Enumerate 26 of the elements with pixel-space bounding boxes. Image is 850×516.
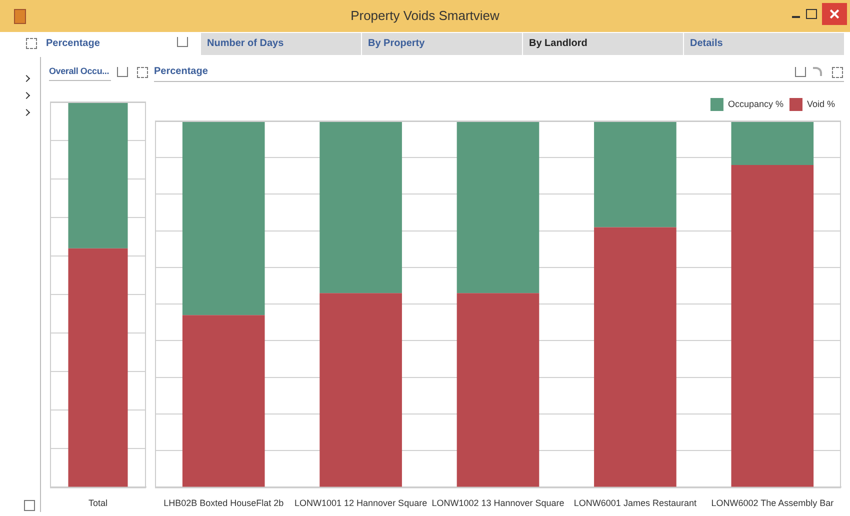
text: Property Voids Smartview <box>0 0 850 32</box>
bar <box>731 164 814 487</box>
text: By Landlord <box>523 33 684 55</box>
bar <box>320 293 402 487</box>
bar <box>594 227 676 487</box>
text: By Property <box>362 33 523 55</box>
x-tick-label: LONW6001 James Restaurant <box>574 498 697 508</box>
x-tick-label: LONW1001 12 Hannover Square <box>294 498 428 508</box>
bar <box>320 121 402 294</box>
bar <box>456 293 540 487</box>
x-tick-label: LONW1002 13 Hannover Square <box>432 498 564 508</box>
chart-title: Percentage <box>154 66 844 82</box>
bar <box>594 121 676 228</box>
x-tick-label: Total <box>88 498 108 508</box>
text: Percentage <box>40 33 201 55</box>
legend-label: Void % <box>806 98 836 109</box>
bar <box>182 315 265 487</box>
bar <box>182 121 265 316</box>
text: Details <box>684 33 845 55</box>
x-tick-label: LHB02B Boxted HouseFlat 2b <box>164 498 284 508</box>
legend-label: Occupancy % <box>728 98 784 109</box>
bar <box>731 121 814 165</box>
x-tick-label: LONW6002 The Assembly Bar <box>711 498 834 508</box>
bar <box>456 121 540 294</box>
chart-title: Overall Occu... <box>49 66 111 81</box>
text: Number of Days <box>201 33 362 55</box>
